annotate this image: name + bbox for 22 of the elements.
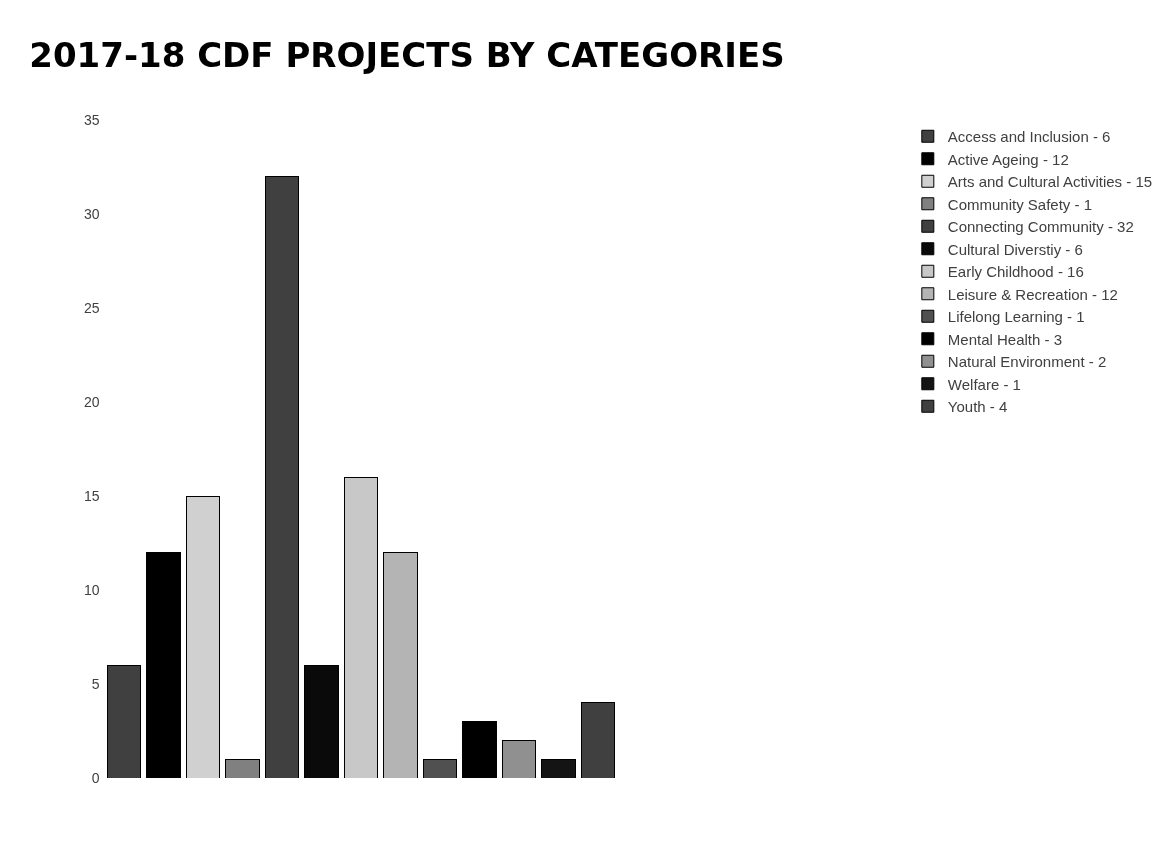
legend-label: Natural Environment - 2 xyxy=(947,353,1107,371)
y-tick-label: 35 xyxy=(83,111,100,128)
y-tick-label: 0 xyxy=(91,769,100,786)
legend-label: Lifelong Learning - 1 xyxy=(947,308,1085,326)
legend-label: Connecting Community - 32 xyxy=(947,218,1134,236)
legend-label: Arts and Cultural Activities - 15 xyxy=(947,173,1153,191)
legend-label: Access and Inclusion - 6 xyxy=(947,128,1111,146)
legend-label: Cultural Diverstiy - 6 xyxy=(947,240,1083,258)
chart-title: 2017-18 CDF PROJECTS BY CATEGORIES xyxy=(29,34,785,75)
legend-label: Active Ageing - 12 xyxy=(947,150,1069,168)
y-tick-label: 5 xyxy=(91,675,100,692)
legend-label: Youth - 4 xyxy=(947,398,1008,416)
y-tick-label: 30 xyxy=(83,205,100,222)
y-tick-label: 10 xyxy=(83,581,100,598)
y-tick-label: 25 xyxy=(83,299,100,316)
y-tick-label: 20 xyxy=(83,393,100,410)
legend-label: Welfare - 1 xyxy=(947,375,1021,393)
legend-label: Community Safety - 1 xyxy=(947,195,1093,213)
y-tick-label: 15 xyxy=(83,487,100,504)
legend-label: Leisure & Recreation - 12 xyxy=(947,285,1118,303)
legend-label: Mental Health - 3 xyxy=(947,330,1063,348)
legend-label: Early Childhood - 16 xyxy=(947,263,1084,281)
